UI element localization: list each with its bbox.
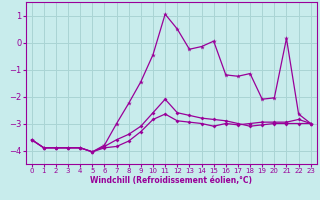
X-axis label: Windchill (Refroidissement éolien,°C): Windchill (Refroidissement éolien,°C) xyxy=(90,176,252,185)
